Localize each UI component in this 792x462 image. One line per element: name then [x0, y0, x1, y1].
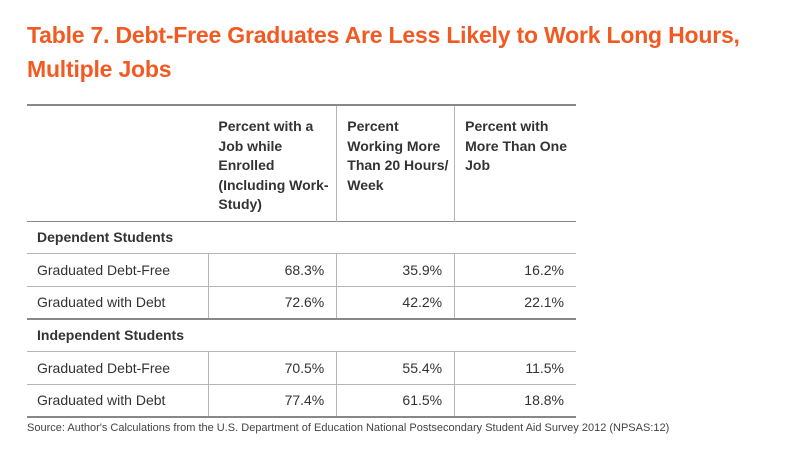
column-header-multiple-jobs: Percent with More Than One Job	[454, 105, 576, 221]
cell-job-while-enrolled: 70.5%	[207, 351, 337, 384]
group-row-dependent: Dependent Students	[27, 221, 576, 253]
cell-over-20-hours: 35.9%	[336, 253, 455, 286]
row-label: Graduated Debt-Free	[37, 359, 171, 376]
group-label: Independent Students	[37, 327, 184, 344]
table-row: Graduated Debt-Free 70.5% 55.4% 11.5%	[27, 351, 576, 384]
group-label: Dependent Students	[37, 229, 174, 245]
cell-over-20-hours: 42.2%	[336, 286, 455, 319]
cell-job-while-enrolled: 72.6%	[207, 286, 337, 319]
row-label: Graduated with Debt	[37, 294, 166, 311]
table-row: Graduated with Debt 72.6% 42.2% 22.1%	[27, 286, 576, 319]
column-header-over-20-hours: Percent Working More Than 20 Hours/ Week	[336, 105, 455, 221]
cell-over-20-hours: 55.4%	[336, 351, 455, 384]
cell-multiple-jobs: 11.5%	[454, 351, 576, 384]
cell-multiple-jobs: 16.2%	[454, 253, 576, 286]
cell-job-while-enrolled: 77.4%	[207, 384, 337, 417]
row-label: Graduated Debt-Free	[37, 261, 171, 278]
cell-multiple-jobs: 22.1%	[454, 286, 576, 319]
table-row: Graduated with Debt 77.4% 61.5% 18.8%	[27, 384, 576, 417]
source-note: Source: Author's Calculations from the U…	[27, 422, 670, 434]
data-table: Percent with a Job while Enrolled (Inclu…	[27, 104, 576, 418]
table-row: Graduated Debt-Free 68.3% 35.9% 16.2%	[27, 253, 576, 286]
table-header-row: Percent with a Job while Enrolled (Inclu…	[27, 105, 576, 221]
column-header-empty	[27, 105, 208, 221]
cell-multiple-jobs: 18.8%	[454, 384, 576, 417]
group-row-independent: Independent Students	[27, 319, 576, 351]
column-header-job-while-enrolled: Percent with a Job while Enrolled (Inclu…	[218, 118, 329, 212]
table-title: Table 7. Debt-Free Graduates Are Less Li…	[27, 22, 740, 82]
row-label: Graduated with Debt	[37, 392, 166, 409]
cell-over-20-hours: 61.5%	[336, 384, 455, 417]
cell-job-while-enrolled: 68.3%	[207, 253, 337, 286]
